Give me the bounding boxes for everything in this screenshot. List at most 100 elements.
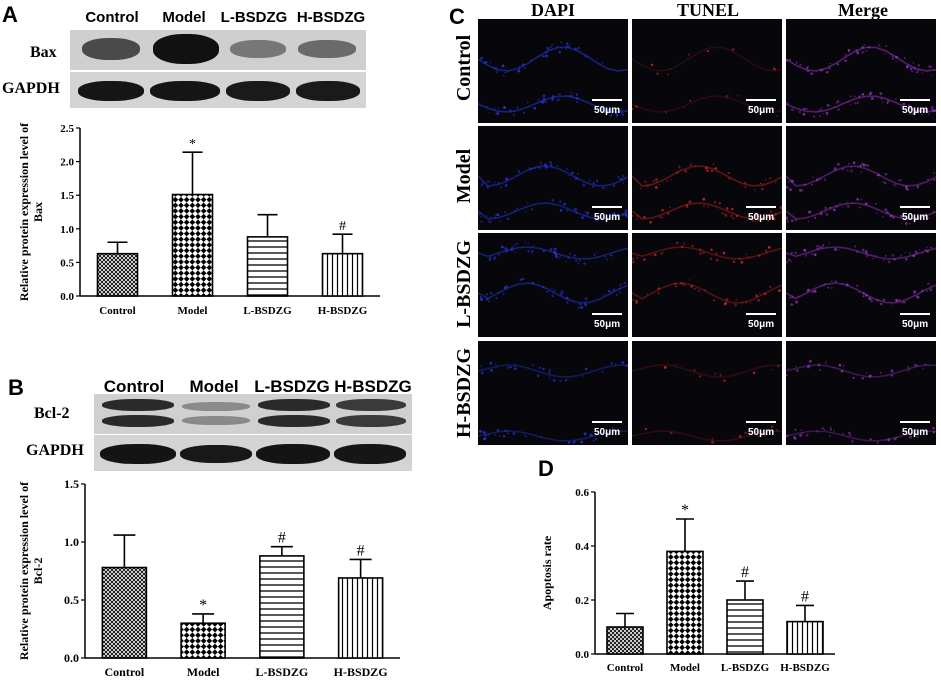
scale-bar <box>900 421 930 423</box>
fluorescence-signal <box>632 162 782 224</box>
blot-b-col-lbsdzg: L-BSDZG <box>254 377 330 396</box>
bar-h-bsdzg <box>786 620 824 655</box>
band <box>226 81 290 101</box>
micro-col-merge: Merge <box>838 0 888 20</box>
bar-h-bsdzg <box>321 252 364 297</box>
bar-control <box>606 626 644 655</box>
bar-control <box>96 252 139 297</box>
micro-tile-hbsdzg-tunel: 50μm <box>632 341 782 445</box>
blot-a-col-control: Control <box>85 9 139 26</box>
blot-b-gapdh-strip <box>94 435 412 471</box>
panel-c-letter: C <box>449 4 465 29</box>
bax-bar-chart: 0.0 0.5 1.0 1.5 2.0 2.5 Relative protein expre… <box>17 122 380 317</box>
scale-bar <box>592 99 622 101</box>
band <box>296 81 360 101</box>
y-tick-label: 1.0 <box>64 535 79 549</box>
band <box>182 416 250 425</box>
y-tick-label: 1.0 <box>60 224 74 236</box>
y-tick-label: 1.5 <box>64 477 79 491</box>
bar-control <box>101 566 148 659</box>
significance-mark: # <box>801 588 809 605</box>
micro-tile-model-merge: 50μm <box>786 126 936 230</box>
scale-bar <box>746 206 776 208</box>
micro-tile-lbsdzg-merge: 50μm <box>786 233 936 337</box>
x-tick-label: Control <box>607 662 643 674</box>
scale-bar <box>746 99 776 101</box>
micro-row-model: Model <box>453 148 475 204</box>
bar-model <box>171 193 214 297</box>
band <box>102 415 174 427</box>
y-tick-label: 1.5 <box>60 190 74 202</box>
micro-row-lbsdzg: L-BSDZG <box>453 240 475 328</box>
band <box>336 415 406 427</box>
scale-bar-label: 50μm <box>748 427 775 438</box>
fluorescence-signal <box>478 241 628 309</box>
scale-bar <box>900 99 930 101</box>
micro-tile-lbsdzg-tunel: 50μm <box>632 233 782 337</box>
band <box>256 444 330 464</box>
scale-bar-label: 50μm <box>902 319 929 330</box>
band <box>298 40 356 58</box>
micro-tile-model-tunel: 50μm <box>632 126 782 230</box>
x-tick-label: L-BSDZG <box>721 662 770 674</box>
scale-bar <box>592 421 622 423</box>
y-tick-label: 2.0 <box>60 157 74 169</box>
fluorescence-signal <box>632 46 782 117</box>
scale-bar <box>900 206 930 208</box>
y-tick-label: 0.2 <box>575 595 589 607</box>
y-axis-label: Apoptosis rate <box>540 535 554 610</box>
micro-tile-control-tunel: 50μm <box>632 19 782 123</box>
significance-mark: # <box>357 542 365 559</box>
band <box>334 444 406 464</box>
blot-a-row-bax: Bax <box>30 44 57 61</box>
band <box>336 399 406 411</box>
micro-tile-hbsdzg-dapi: 50μm <box>478 341 628 445</box>
band <box>230 40 286 58</box>
y-tick-label: 0.0 <box>575 649 589 661</box>
y-tick-label: 2.5 <box>60 123 74 135</box>
x-tick-label: H-BSDZG <box>318 305 368 317</box>
scale-bar-label: 50μm <box>902 105 929 116</box>
blot-a-col-hbsdzg: H-BSDZG <box>296 9 366 26</box>
y-tick-label: 0.0 <box>64 651 79 665</box>
y-tick-label: 0.6 <box>575 487 589 499</box>
fluorescence-signal <box>786 43 936 118</box>
micro-tile-control-merge: 50μm <box>786 19 936 123</box>
y-tick-label: 0.5 <box>64 593 79 607</box>
micro-col-tunel: TUNEL <box>676 0 739 20</box>
scale-bar-label: 50μm <box>748 319 775 330</box>
panel-d-letter: D <box>538 456 554 481</box>
band <box>182 402 250 411</box>
scale-bar-label: 50μm <box>748 105 775 116</box>
panel-b-letter: B <box>8 375 24 400</box>
blot-b-row-gapdh: GAPDH <box>26 442 84 459</box>
micro-tile-lbsdzg-dapi: 50μm <box>478 233 628 337</box>
bar-l-bsdzg <box>726 599 764 655</box>
band <box>180 445 252 463</box>
blot-b-bcl2-strip <box>94 394 412 434</box>
scale-bar <box>746 313 776 315</box>
x-tick-label: Model <box>187 665 220 679</box>
significance-mark: # <box>278 530 286 547</box>
x-tick-label: Model <box>178 305 208 317</box>
significance-mark: * <box>681 502 689 519</box>
bar-l-bsdzg <box>259 555 305 659</box>
scale-bar-label: 50μm <box>594 212 621 223</box>
micro-col-dapi: DAPI <box>531 0 575 20</box>
blot-a-bax-strip <box>70 30 366 70</box>
x-tick-label: L-BSDZG <box>243 305 292 317</box>
significance-mark: * <box>199 597 207 614</box>
bar-l-bsdzg <box>246 236 289 297</box>
band <box>258 399 330 411</box>
bcl2-bar-chart: 0.0 0.5 1.0 1.5 Relative protein expression … <box>17 477 400 679</box>
band <box>100 444 176 464</box>
fluorescence-signal <box>632 241 782 307</box>
y-tick-label: 0.4 <box>575 541 589 553</box>
bar-h-bsdzg <box>337 577 384 659</box>
fluorescence-signal <box>478 361 628 444</box>
fluorescence-signal <box>478 160 628 223</box>
micro-tile-control-dapi: 50μm <box>478 19 628 123</box>
scale-bar <box>746 421 776 423</box>
blot-a-col-lbsdzg: L-BSDZG <box>220 9 288 26</box>
panel-a-letter: A <box>2 2 18 27</box>
